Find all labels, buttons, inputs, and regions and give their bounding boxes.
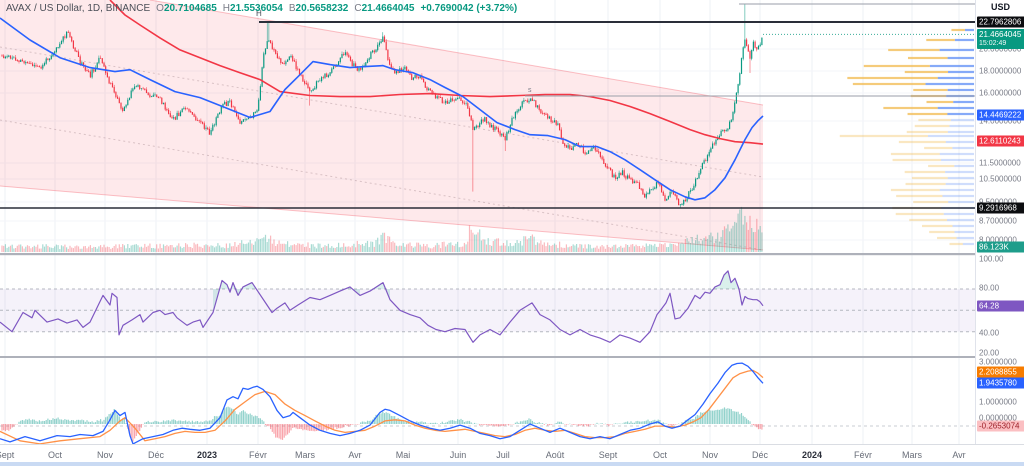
time-label: Mars [902,450,922,460]
change-value: +0.7690042 (+3.72%) [420,3,518,14]
scale-tick: 40.00 [979,328,1000,338]
ohlc-value: 20.5658232 [295,3,349,14]
price-badge: 21.4664045 15:02:49 [977,29,1024,49]
ohlc-value: 20.7104685 [163,3,217,14]
price-badge: 12.6110243 [977,135,1024,147]
price-badge: 9.2916968 [977,202,1024,214]
time-label: Oct [652,450,668,460]
price-scale-unit[interactable]: USD [990,2,1010,12]
scale-tick: 8.7000000 [979,216,1017,226]
time-label: Nov [96,450,114,460]
scale-tick: 8.0000000 [979,235,1017,245]
ohlc-key: O [156,3,164,14]
scale-tick: 9.5000000 [979,198,1017,207]
scale-tick: 0.0000000 [979,413,1017,423]
time-label: Août [545,450,565,460]
ohlc-key: H [222,3,231,14]
time-label: Sept [0,450,15,460]
scale-tick: 14.0000000 [979,116,1022,126]
price-badge: 86.123K [977,241,1024,253]
scale-tick: 80.00 [979,283,1000,293]
ohlc-value: 21.5536054 [230,3,283,14]
price-badge: 64.28 [977,300,1024,312]
time-label: Mars [295,450,315,460]
symbol-title[interactable]: AVAX / US Dollar, 1D, BINANCE [6,3,151,14]
time-label: Déc [751,450,769,460]
time-label: Avr [348,450,362,460]
time-label: Mai [395,450,411,460]
scale-tick: 11.5000000 [979,158,1021,168]
scale-tick: 20.00 [979,348,1000,358]
scale-tick: 100.00 [979,254,1004,264]
scale-tick: 16.0000000 [979,88,1022,98]
price-badge: -0.2653074 [977,420,1024,432]
ohlc-key: B [288,3,296,14]
time-label: 2023 [196,450,218,460]
time-label: Févr [249,450,267,460]
time-label: Juil [496,450,510,460]
scale-tick: 20.0000000 [979,44,1022,54]
price-badge: 14.4469222 [977,109,1024,121]
bottom-strip [0,462,1024,466]
time-label: Avr [952,450,966,460]
time-label: Oct [47,450,63,460]
scale-tick: 3.0000000 [979,357,1017,367]
level-label-h: H [256,9,262,18]
time-label: Juin [449,450,467,460]
time-label: Nov [701,450,719,460]
time-label: 2024 [801,450,823,460]
time-label: Févr [854,450,872,460]
price-badge: 22.7962806 [977,16,1024,28]
ohlc-value: 21.4664045 [361,3,415,14]
price-scale[interactable]: USD 20.0000000 18.0000000 16.0000000 14.000… [975,0,1024,444]
time-label: Déc [147,450,165,460]
price-badge: 1.9435780 [977,377,1024,389]
scale-tick: 10.5000000 [979,174,1022,184]
ray-label-s: s [528,87,532,94]
time-label: Sept [598,450,618,460]
ohlc-values: O20.7104685 H21.5536054 B20.5658232 C21.466… [150,3,414,14]
time-axis[interactable]: Sept Oct Nov Déc 2023 Févr Mars Avr Mai Juin Juil A… [0,444,1024,466]
price-badge: 2.2088855 [977,366,1024,378]
ohlc-key: C [354,3,362,14]
scale-tick: 18.0000000 [979,66,1022,76]
symbol-legend: AVAX / US Dollar, 1D, BINANCE O20.7104685… [6,3,517,14]
scale-tick: 1.0000000 [979,397,1017,407]
countdown-timer: 15:02:49 [979,40,1007,47]
